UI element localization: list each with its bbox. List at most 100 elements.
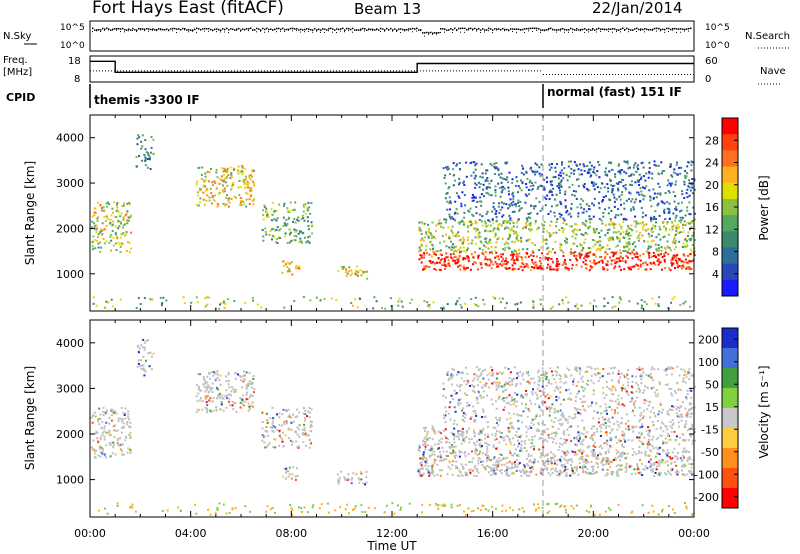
velocity-cell (646, 433, 649, 436)
nsearch-dot (328, 30, 329, 32)
velocity-cell (110, 408, 113, 411)
velocity-cell (148, 365, 151, 368)
velocity-cell (636, 436, 639, 439)
velocity-cell (543, 429, 546, 432)
velocity-cell (642, 468, 645, 470)
velocity-cell (337, 473, 339, 476)
power-cell (533, 207, 536, 210)
nsearch-dot (116, 29, 117, 31)
power-cell (472, 263, 474, 266)
velocity-cell (494, 473, 497, 476)
power-cell (500, 255, 503, 258)
power-cell (653, 215, 656, 218)
nsky-dot (652, 28, 654, 31)
power-cell (420, 256, 423, 259)
velocity-cell (303, 423, 306, 426)
power-cell (250, 189, 253, 192)
power-cell (337, 270, 340, 273)
power-cell (478, 186, 481, 189)
velocity-cell (481, 369, 484, 372)
velocity-cell (618, 440, 621, 443)
power-cell (618, 237, 621, 240)
power-cell (488, 264, 491, 267)
nsearch-dot (340, 30, 341, 32)
velocity-cell (492, 444, 495, 447)
power-cell (592, 253, 595, 256)
velocity-cell (688, 450, 691, 453)
power-cell (691, 192, 694, 195)
velocity-cell (229, 404, 232, 407)
velocity-cell (517, 463, 520, 466)
power-cell (522, 227, 525, 230)
power-cell (671, 257, 674, 260)
velocity-cell (504, 470, 507, 472)
power-cell (372, 307, 375, 310)
power-cell (456, 212, 459, 215)
power-cell (230, 175, 233, 178)
power-cell (288, 216, 290, 219)
power-cell (619, 169, 622, 172)
power-cell (615, 231, 618, 234)
power-cell (443, 240, 446, 243)
power-cell (679, 172, 682, 175)
power-cell (582, 247, 585, 249)
nave-tick-bottom: 0 (705, 74, 711, 85)
nsky-dot (624, 28, 626, 31)
velocity-cell (103, 438, 106, 441)
power-cell (430, 234, 433, 236)
velocity-cell (97, 418, 100, 420)
power-cell (560, 249, 563, 252)
power-cell (561, 161, 563, 164)
velocity-cell (458, 438, 461, 441)
power-cell (549, 190, 551, 193)
power-cell (580, 173, 583, 176)
power-cell (622, 250, 625, 252)
power-cell (148, 158, 151, 161)
velocity-cell (365, 481, 368, 484)
velocity-cell (570, 467, 573, 470)
power-cell (648, 170, 651, 173)
velocity-cell (688, 456, 691, 458)
power-cell (467, 236, 470, 239)
power-cell (673, 296, 676, 299)
nsky-dot (256, 27, 258, 30)
velocity-cell (203, 382, 206, 385)
power-cell (319, 299, 322, 301)
power-cell (664, 251, 667, 254)
power-cell (677, 257, 680, 260)
velocity-cell (97, 454, 100, 457)
power-cell (623, 268, 626, 271)
power-cell (668, 246, 671, 249)
nsky-dot (322, 28, 324, 30)
velocity-cell (689, 457, 692, 460)
velocity-cell (477, 462, 480, 465)
nsky-dot (512, 28, 514, 30)
velocity-cell (602, 457, 605, 460)
power-cell (291, 273, 294, 276)
velocity-cell (453, 427, 456, 430)
nsky-dot (460, 27, 462, 30)
nsearch-dot (420, 30, 421, 32)
power-cell (502, 186, 505, 189)
velocity-cell (421, 474, 424, 476)
power-cell (518, 252, 521, 255)
velocity-cell (486, 448, 489, 451)
power-cell (636, 256, 639, 258)
power-cell (685, 267, 688, 270)
nsky-dot (286, 28, 288, 31)
power-cell (648, 252, 651, 254)
power-cell (204, 297, 206, 300)
power-cell (543, 188, 546, 191)
nsky-panel: N.Sky 10^5 10^0 10^5 10^0 N.Search (3, 20, 790, 52)
power-cell (673, 237, 676, 240)
power-cell (497, 223, 500, 226)
power-cell (452, 217, 455, 220)
power-cell (631, 243, 634, 245)
velocity-cell (428, 437, 431, 439)
power-cell (527, 238, 530, 241)
power-cell (501, 215, 504, 218)
power-cell (687, 261, 690, 264)
velocity-cell (305, 444, 307, 447)
power-cell (441, 235, 444, 238)
velocity-cell (235, 372, 238, 375)
